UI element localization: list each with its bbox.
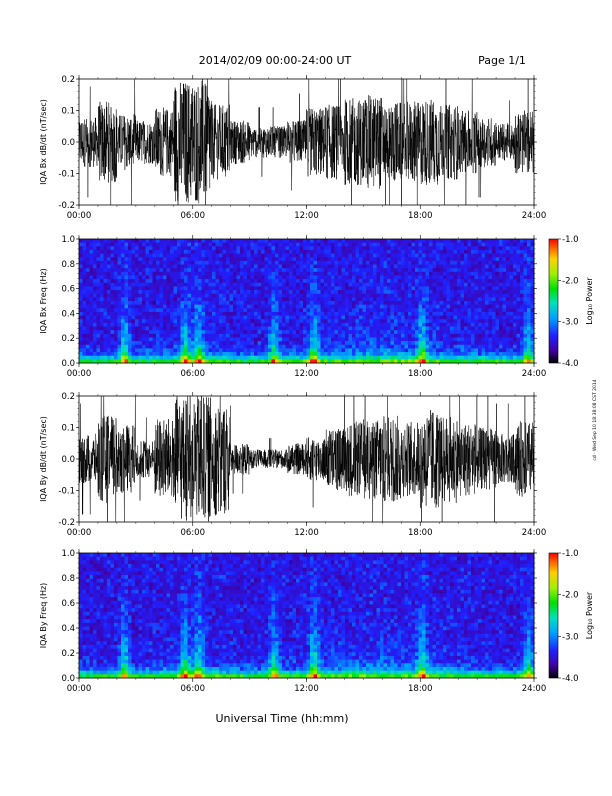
x-tick-label: 24:00 (522, 684, 547, 694)
panel-1: 0.2 0.1 0.0 -0.1 -0.200:00 06:00 12:00 18:00 24:… (39, 73, 546, 221)
colorbar-tick-label: -2.0 (562, 276, 579, 286)
colorbar-2: -1.0 -2.0 -3.0 -4.0 Log₁₀ Power (549, 549, 594, 684)
y-tick-label: 0.6 (61, 599, 75, 609)
x-tick-label: 12:00 (294, 211, 319, 221)
y-tick-label: -0.2 (58, 201, 75, 211)
y-tick-label: 0.0 (61, 359, 75, 369)
x-tick-label: 06:00 (181, 369, 206, 379)
x-tick-label: 06:00 (181, 684, 206, 694)
colorbar-tick-label: -1.0 (562, 549, 579, 559)
y-tick-label: 0.4 (61, 624, 75, 634)
y-tick-label: 0.2 (61, 392, 75, 402)
x-tick-label: 12:00 (294, 369, 319, 379)
panel-3: 0.2 0.1 0.0 -0.1 -0.200:00 06:00 12:00 18:00 24:… (39, 390, 546, 538)
x-tick-label: 18:00 (408, 684, 433, 694)
y-tick-label: 0.4 (61, 309, 75, 319)
colorbar-tick-label: -1.0 (562, 235, 579, 245)
colorbar-tick-label: -3.0 (562, 318, 579, 328)
spectrogram-4 (79, 553, 534, 678)
panel-4: -1.0 -2.0 -3.0 -4.0 Log₁₀ Power 1.0 0.8 0.6 0.4 0… (39, 549, 594, 694)
y-axis-label: IQA By dB/dt (nT/sec) (39, 416, 48, 502)
x-tick-label: 24:00 (522, 528, 547, 538)
page-number: Page 1/1 (478, 54, 526, 67)
colorbar-label: Log₁₀ Power (585, 591, 594, 639)
y-axis-label: IQA Bx Freq (Hz) (39, 268, 48, 334)
spectrogram-2 (79, 239, 534, 363)
y-tick-label: 0.2 (61, 649, 75, 659)
y-tick-label: 0.0 (61, 138, 75, 148)
y-tick-label: 0.0 (61, 455, 75, 465)
colorbar-tick-label: -4.0 (562, 674, 579, 684)
colorbar-label: Log₁₀ Power (585, 277, 594, 325)
x-tick-label: 00:00 (67, 528, 92, 538)
x-tick-label: 12:00 (294, 684, 319, 694)
y-tick-label: 0.8 (61, 574, 75, 584)
x-tick-label: 00:00 (67, 684, 92, 694)
colorbar-tick-label: -3.0 (562, 632, 579, 642)
y-tick-label: 0.8 (61, 260, 75, 270)
y-tick-label: 0.1 (61, 424, 75, 434)
x-tick-label: 18:00 (408, 528, 433, 538)
y-tick-label: 0.2 (61, 75, 75, 85)
y-axis-label: IQA Bx dB/dt (nT/sec) (39, 99, 48, 185)
y-axis-label: IQA By Freq (Hz) (39, 583, 48, 649)
x-tick-label: 00:00 (67, 369, 92, 379)
x-tick-label: 18:00 (408, 211, 433, 221)
x-tick-label: 12:00 (294, 528, 319, 538)
chart-title: 2014/02/09 00:00-24:00 UT (199, 54, 352, 67)
y-tick-label: 0.2 (61, 334, 75, 344)
colorbar-tick-label: -2.0 (562, 591, 579, 601)
series-line-1 (79, 73, 534, 212)
y-tick-label: -0.1 (58, 487, 75, 497)
colorbar-1: -1.0 -2.0 -3.0 -4.0 Log₁₀ Power (549, 235, 594, 369)
y-tick-label: 0.6 (61, 285, 75, 295)
y-tick-label: -0.2 (58, 518, 75, 528)
x-axis-title: Universal Time (hh:mm) (216, 712, 349, 725)
y-tick-label: 1.0 (61, 549, 75, 559)
x-tick-label: 06:00 (181, 528, 206, 538)
y-tick-label: 0.1 (61, 107, 75, 117)
x-tick-label: 24:00 (522, 369, 547, 379)
x-tick-label: 00:00 (67, 211, 92, 221)
colorbar-tick-label: -4.0 (562, 359, 579, 369)
x-tick-label: 18:00 (408, 369, 433, 379)
y-tick-label: 1.0 (61, 235, 75, 245)
y-tick-label: 0.0 (61, 674, 75, 684)
panel-2: -1.0 -2.0 -3.0 -4.0 Log₁₀ Power 1.0 0.8 0.6 0.4 0… (39, 235, 594, 379)
y-tick-label: -0.1 (58, 170, 75, 180)
x-tick-label: 06:00 (181, 211, 206, 221)
timestamp-stamp: cd · Wed Sep 10 18:38:08 CST 2014 (592, 379, 598, 460)
series-line-3 (79, 390, 534, 529)
x-tick-label: 24:00 (522, 211, 547, 221)
